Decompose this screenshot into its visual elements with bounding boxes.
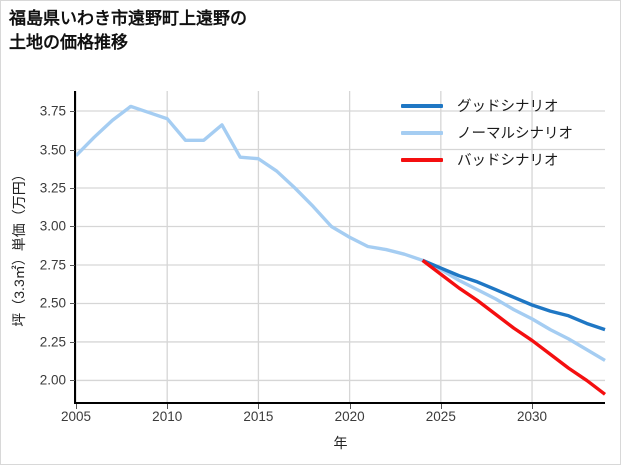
plot-area: 2.00 2.25 2.50 2.75 3.00 3.25 3.50 3.75 2005 201… [11,91,607,451]
y-tick-label: 3.75 [39,103,66,119]
legend-swatch-icon [401,130,443,135]
legend-item[interactable]: ノーマルシナリオ [401,119,616,146]
series-line [421,258,606,332]
y-tick-label: 3.00 [39,218,66,234]
x-axis-spine [74,402,605,404]
x-axis-label: 年 [333,435,348,451]
y-tick-label: 3.50 [39,142,66,157]
y-tick-mark [70,111,75,112]
legend-label: ノーマルシナリオ [457,126,573,142]
y-tick-mark [70,226,75,228]
y-tick-label: 3.25 [39,180,66,196]
y-tick-mark [70,187,75,189]
x-tick-mark [258,404,260,409]
legend-label: バッドシナリオ [457,153,559,169]
y-tick-mark [70,380,75,382]
x-tick-mark [532,404,534,409]
legend-swatch-icon [401,103,443,108]
legend-swatch-icon [401,157,443,162]
series-lines [74,104,607,396]
y-axis-label: 坪（3.3㎡）単価（万円） [11,166,27,327]
legend-label: グッドシナリオ [457,99,559,115]
y-tick-label: 2.00 [39,372,66,388]
y-axis-spine [74,91,76,402]
legend-item[interactable]: バッドシナリオ [401,146,616,173]
x-tick-mark [76,404,77,409]
x-tick-mark [349,404,351,409]
x-tick-mark [440,404,442,409]
x-tick-label: 2005 [60,409,92,424]
x-tick-label: 2030 [517,409,548,424]
x-tick-label: 2010 [152,409,183,424]
chart-legend: グッドシナリオ ノーマルシナリオ バッドシナリオ [401,92,616,173]
x-tick-label: 2015 [243,409,274,424]
legend-item[interactable]: グッドシナリオ [401,92,616,119]
y-tick-mark [70,149,75,151]
y-tick-label: 2.75 [39,257,66,273]
plot-svg [74,91,607,402]
y-tick-label: 2.25 [39,334,66,350]
x-tick-label: 2025 [425,409,456,424]
y-tick-mark [70,264,75,266]
series-line [421,259,607,396]
x-tick-label: 2020 [334,409,365,424]
y-tick-mark [70,341,75,343]
y-tick-label: 2.50 [39,295,66,311]
chart-title: 福島県いわき市遠野町上遠野の 土地の価格推移 [9,9,247,53]
gridlines [75,91,605,402]
y-tick-mark [70,303,75,305]
series-line [74,104,606,362]
x-tick-mark [167,404,169,409]
